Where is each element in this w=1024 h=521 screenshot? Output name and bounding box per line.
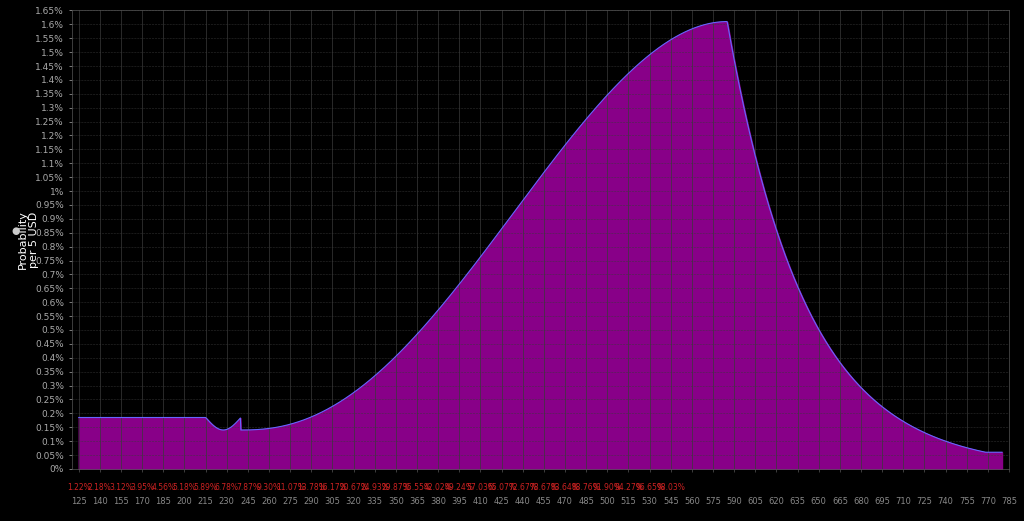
Text: 725: 725	[916, 497, 933, 506]
Text: 94.27%: 94.27%	[614, 483, 643, 492]
Text: 125: 125	[71, 497, 87, 506]
Text: 605: 605	[748, 497, 763, 506]
Text: 290: 290	[303, 497, 319, 506]
Text: 35.55%: 35.55%	[402, 483, 431, 492]
Text: 215: 215	[198, 497, 213, 506]
Text: 245: 245	[240, 497, 256, 506]
Text: 680: 680	[853, 497, 869, 506]
Text: 11.07%: 11.07%	[275, 483, 304, 492]
Text: 425: 425	[494, 497, 510, 506]
Text: 4.56%: 4.56%	[152, 483, 175, 492]
Text: 13.78%: 13.78%	[297, 483, 326, 492]
Text: 470: 470	[557, 497, 573, 506]
Text: 155: 155	[113, 497, 129, 506]
Text: 230: 230	[219, 497, 234, 506]
Text: 91.90%: 91.90%	[593, 483, 622, 492]
Text: 260: 260	[261, 497, 276, 506]
Text: 29.87%: 29.87%	[382, 483, 411, 492]
Text: 72.67%: 72.67%	[508, 483, 538, 492]
Text: 635: 635	[790, 497, 806, 506]
Text: 65.07%: 65.07%	[487, 483, 516, 492]
Text: 380: 380	[430, 497, 446, 506]
Text: 485: 485	[579, 497, 594, 506]
Text: 185: 185	[156, 497, 171, 506]
Text: 5.89%: 5.89%	[194, 483, 217, 492]
Text: 200: 200	[176, 497, 193, 506]
Text: 57.03%: 57.03%	[466, 483, 495, 492]
Text: 88.76%: 88.76%	[571, 483, 600, 492]
Text: 500: 500	[599, 497, 615, 506]
Text: 96.65%: 96.65%	[635, 483, 665, 492]
Text: 410: 410	[473, 497, 488, 506]
Text: 42.02%: 42.02%	[424, 483, 453, 492]
Text: 440: 440	[515, 497, 530, 506]
Text: 350: 350	[388, 497, 403, 506]
Text: 3.12%: 3.12%	[110, 483, 133, 492]
Text: ●: ●	[11, 226, 20, 235]
Text: 740: 740	[938, 497, 953, 506]
Text: 49.24%: 49.24%	[444, 483, 474, 492]
Text: 575: 575	[706, 497, 721, 506]
Text: 5.18%: 5.18%	[172, 483, 197, 492]
Text: 3.95%: 3.95%	[130, 483, 155, 492]
Text: 170: 170	[134, 497, 151, 506]
Text: 83.64%: 83.64%	[551, 483, 580, 492]
Text: 9.30%: 9.30%	[257, 483, 281, 492]
Text: 515: 515	[621, 497, 636, 506]
Text: 1.22%: 1.22%	[67, 483, 90, 492]
Text: 530: 530	[642, 497, 657, 506]
Text: 710: 710	[895, 497, 911, 506]
Text: 755: 755	[958, 497, 975, 506]
Text: 305: 305	[325, 497, 340, 506]
Text: 98.03%: 98.03%	[656, 483, 685, 492]
Text: 455: 455	[536, 497, 552, 506]
Text: 6.78%: 6.78%	[215, 483, 239, 492]
Y-axis label: Probability
per 5 USD: Probability per 5 USD	[17, 210, 39, 269]
Text: 335: 335	[367, 497, 383, 506]
Text: 2.18%: 2.18%	[88, 483, 112, 492]
Text: 24.93%: 24.93%	[360, 483, 389, 492]
Text: 20.67%: 20.67%	[339, 483, 368, 492]
Text: 7.87%: 7.87%	[236, 483, 260, 492]
Text: 78.67%: 78.67%	[529, 483, 558, 492]
Text: 620: 620	[769, 497, 784, 506]
Text: 365: 365	[409, 497, 425, 506]
Text: 590: 590	[726, 497, 742, 506]
Text: 275: 275	[283, 497, 298, 506]
Text: 665: 665	[831, 497, 848, 506]
Text: 320: 320	[346, 497, 361, 506]
Text: 395: 395	[452, 497, 467, 506]
Text: 770: 770	[980, 497, 996, 506]
Text: 695: 695	[874, 497, 890, 506]
Text: 140: 140	[92, 497, 108, 506]
Text: 560: 560	[684, 497, 699, 506]
Text: 16.17%: 16.17%	[318, 483, 347, 492]
Text: 785: 785	[1001, 497, 1017, 506]
Text: 545: 545	[663, 497, 679, 506]
Text: 650: 650	[811, 497, 826, 506]
